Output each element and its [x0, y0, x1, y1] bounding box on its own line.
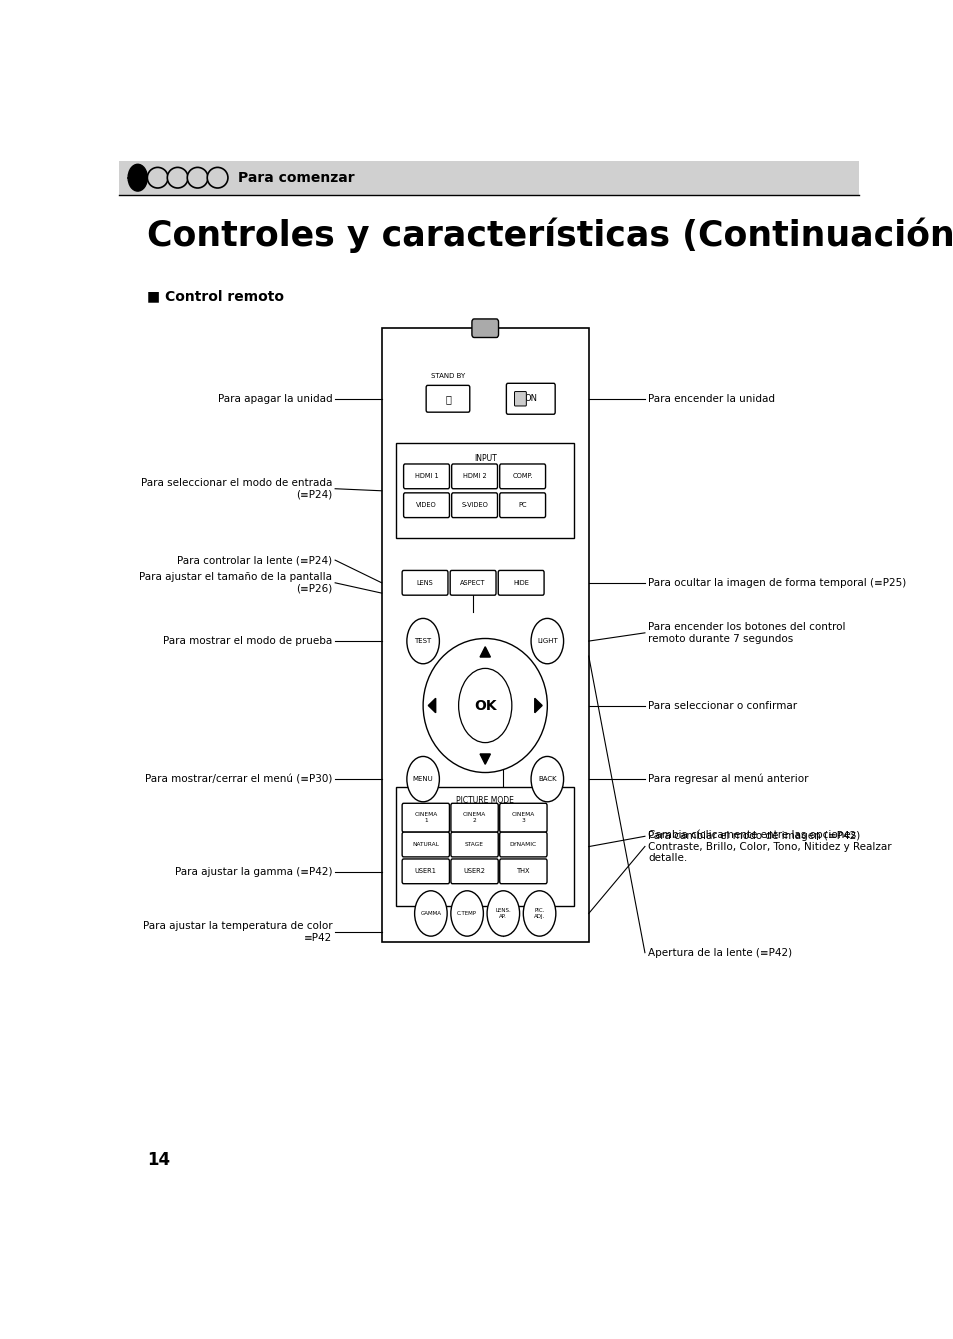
Text: CINEMA
1: CINEMA 1	[414, 813, 437, 823]
Text: Para ajustar la temperatura de color
≡P42: Para ajustar la temperatura de color ≡P4…	[142, 921, 332, 943]
FancyBboxPatch shape	[499, 803, 546, 832]
Text: Para regresar al menú anterior: Para regresar al menú anterior	[647, 774, 807, 785]
Text: Para seleccionar el modo de entrada
(≡P24): Para seleccionar el modo de entrada (≡P2…	[141, 478, 332, 499]
Text: CINEMA
3: CINEMA 3	[511, 813, 535, 823]
Ellipse shape	[167, 167, 188, 187]
Text: STAGE: STAGE	[465, 842, 483, 848]
Text: S-VIDEO: S-VIDEO	[460, 502, 488, 509]
Text: ■ Control remoto: ■ Control remoto	[147, 289, 284, 304]
FancyBboxPatch shape	[402, 570, 448, 595]
Text: GAMMA: GAMMA	[420, 911, 441, 916]
Circle shape	[531, 757, 563, 802]
Text: HIDE: HIDE	[513, 580, 529, 585]
Text: 14: 14	[147, 1152, 171, 1169]
FancyBboxPatch shape	[395, 443, 574, 538]
Text: VIDEO: VIDEO	[416, 502, 436, 509]
Polygon shape	[479, 754, 490, 765]
Text: USER2: USER2	[463, 868, 485, 874]
FancyBboxPatch shape	[119, 161, 858, 194]
Text: Para cambiar el modo de imagen (≡P42): Para cambiar el modo de imagen (≡P42)	[647, 832, 860, 841]
Text: TEST: TEST	[414, 639, 432, 644]
Circle shape	[406, 619, 439, 664]
Text: INPUT: INPUT	[474, 454, 497, 462]
Text: USER1: USER1	[415, 868, 436, 874]
FancyBboxPatch shape	[451, 832, 497, 857]
Circle shape	[451, 890, 483, 936]
Text: PC: PC	[517, 502, 526, 509]
Text: LIGHT: LIGHT	[537, 639, 558, 644]
Text: DYNAMIC: DYNAMIC	[509, 842, 537, 848]
Text: ASPECT: ASPECT	[460, 580, 485, 585]
Text: C.TEMP: C.TEMP	[456, 911, 476, 916]
Ellipse shape	[147, 167, 168, 187]
Text: ⏻: ⏻	[444, 394, 451, 404]
Text: Para ajustar la gamma (≡P42): Para ajustar la gamma (≡P42)	[174, 868, 332, 877]
Text: Para comenzar: Para comenzar	[237, 170, 354, 185]
Text: Para ajustar el tamaño de la pantalla
(≡P26): Para ajustar el tamaño de la pantalla (≡…	[139, 572, 332, 593]
Circle shape	[415, 890, 447, 936]
Text: Para seleccionar o confirmar: Para seleccionar o confirmar	[647, 700, 796, 711]
Text: BACK: BACK	[537, 777, 556, 782]
Text: PIC.
ADJ.: PIC. ADJ.	[534, 908, 545, 919]
Text: Para controlar la lente (≡P24): Para controlar la lente (≡P24)	[177, 556, 332, 565]
Ellipse shape	[187, 167, 208, 187]
FancyBboxPatch shape	[451, 858, 497, 884]
Polygon shape	[535, 698, 541, 712]
FancyBboxPatch shape	[395, 787, 574, 907]
FancyBboxPatch shape	[497, 570, 543, 595]
Circle shape	[128, 165, 147, 191]
Text: Para apagar la unidad: Para apagar la unidad	[217, 394, 332, 404]
Polygon shape	[428, 698, 436, 712]
FancyBboxPatch shape	[403, 465, 449, 489]
Text: MENU: MENU	[413, 777, 433, 782]
FancyBboxPatch shape	[499, 858, 546, 884]
Text: COMP.: COMP.	[512, 474, 533, 479]
Circle shape	[531, 619, 563, 664]
Text: PICTURE MODE: PICTURE MODE	[456, 797, 514, 805]
Ellipse shape	[207, 167, 228, 187]
FancyBboxPatch shape	[451, 493, 497, 518]
Text: Para encender la unidad: Para encender la unidad	[647, 394, 774, 404]
Text: LENS: LENS	[416, 580, 433, 585]
Text: Para encender los botones del control
remoto durante 7 segundos: Para encender los botones del control re…	[647, 623, 844, 644]
Circle shape	[523, 890, 556, 936]
Text: Cambia cíclicamente entre las opciones
Contraste, Brillo, Color, Tono, Nitidez y: Cambia cíclicamente entre las opciones C…	[647, 830, 890, 864]
Text: HDMI 2: HDMI 2	[462, 474, 486, 479]
FancyBboxPatch shape	[403, 493, 449, 518]
FancyBboxPatch shape	[472, 319, 498, 337]
FancyBboxPatch shape	[506, 383, 555, 414]
FancyBboxPatch shape	[499, 493, 545, 518]
FancyBboxPatch shape	[499, 832, 546, 857]
Text: Controles y características (Continuación): Controles y características (Continuació…	[147, 217, 953, 253]
Text: THX: THX	[517, 868, 530, 874]
Circle shape	[458, 668, 512, 743]
Text: NATURAL: NATURAL	[412, 842, 438, 848]
Text: HDMI 1: HDMI 1	[415, 474, 437, 479]
Text: STAND BY: STAND BY	[431, 374, 465, 379]
Text: CINEMA
2: CINEMA 2	[462, 813, 486, 823]
Circle shape	[406, 757, 439, 802]
Text: Para ocultar la imagen de forma temporal (≡P25): Para ocultar la imagen de forma temporal…	[647, 578, 905, 588]
Circle shape	[487, 890, 519, 936]
Text: Apertura de la lente (≡P42): Apertura de la lente (≡P42)	[647, 948, 791, 957]
Ellipse shape	[423, 639, 547, 773]
FancyBboxPatch shape	[451, 465, 497, 489]
Text: OK: OK	[474, 699, 496, 712]
Text: LENS.
AP.: LENS. AP.	[495, 908, 511, 919]
Text: Para mostrar el modo de prueba: Para mostrar el modo de prueba	[163, 636, 332, 647]
Polygon shape	[479, 647, 490, 657]
FancyBboxPatch shape	[402, 832, 449, 857]
FancyBboxPatch shape	[402, 858, 449, 884]
Text: ON: ON	[524, 394, 537, 403]
Text: Para mostrar/cerrar el menú (≡P30): Para mostrar/cerrar el menú (≡P30)	[145, 774, 332, 785]
FancyBboxPatch shape	[451, 803, 497, 832]
FancyBboxPatch shape	[426, 386, 469, 412]
FancyBboxPatch shape	[450, 570, 496, 595]
FancyBboxPatch shape	[402, 803, 449, 832]
FancyBboxPatch shape	[514, 391, 526, 406]
FancyBboxPatch shape	[381, 328, 588, 941]
FancyBboxPatch shape	[499, 465, 545, 489]
